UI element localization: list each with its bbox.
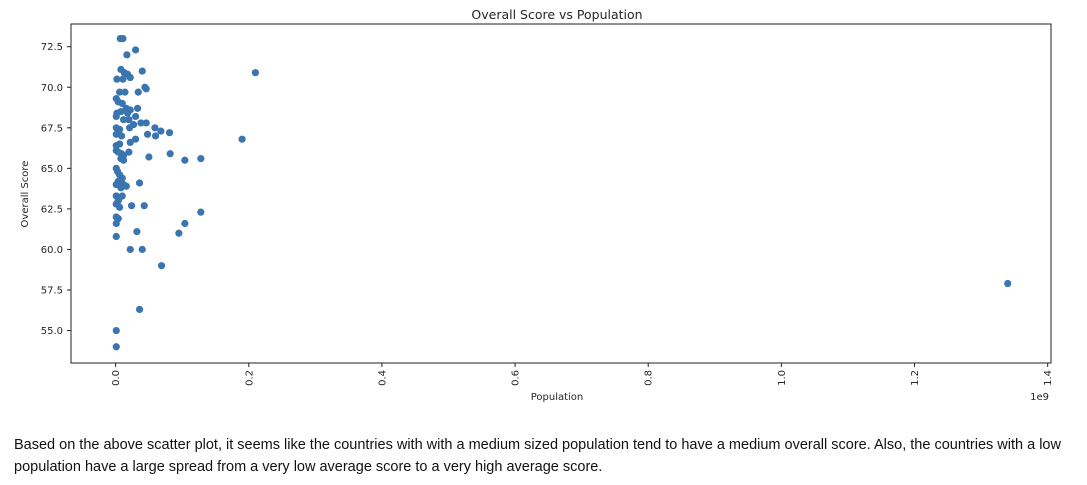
scatter-point [118, 192, 126, 200]
y-tick-label: 65.0 [41, 164, 63, 175]
scatter-point [142, 119, 150, 127]
scatter-point [121, 88, 129, 96]
scatter-point [123, 109, 132, 117]
scatter-point [143, 130, 152, 138]
x-tick-label: 0.8 [644, 370, 655, 386]
scatter-point [135, 305, 144, 314]
scatter-point [119, 34, 127, 43]
scatter-point [127, 202, 136, 210]
y-tick-label: 67.5 [41, 123, 63, 134]
scatter-point [119, 116, 128, 124]
x-tick-label: 1.4 [1043, 370, 1054, 386]
y-tick-label: 62.5 [41, 204, 63, 215]
scatter-point [131, 135, 140, 143]
x-tick-label: 0.2 [244, 370, 255, 386]
scatter-point [157, 127, 165, 135]
analysis-caption: Based on the above scatter plot, it seem… [14, 437, 1061, 475]
scatter-point [116, 88, 124, 96]
plot-frame [70, 23, 1052, 364]
y-tick-label: 60.0 [41, 245, 63, 256]
scatter-point [133, 228, 141, 236]
x-tick-label: 0.0 [111, 370, 122, 386]
scatter-point [117, 184, 125, 192]
scatter-point [125, 116, 133, 124]
scatter-point [137, 119, 145, 127]
scatter-point [175, 229, 183, 237]
scatter-points [112, 34, 1012, 351]
y-axis-label: Overall Score [20, 161, 31, 228]
scatter-point [112, 219, 120, 228]
y-tick-label: 57.5 [41, 286, 63, 297]
scatter-point [181, 219, 189, 228]
scatter-point [142, 85, 150, 93]
scatter-point [126, 73, 134, 82]
x-tick-label: 1.2 [910, 370, 921, 386]
scatter-point [197, 208, 205, 216]
scatter-point [133, 104, 142, 112]
scatter-point [151, 132, 160, 140]
scatter-point [112, 343, 120, 351]
scatter-point [123, 51, 131, 59]
scatter-point [126, 245, 134, 254]
x-tick-label: 0.6 [511, 370, 522, 386]
y-tick-label: 55.0 [41, 326, 63, 337]
chart-title: Overall Score vs Population [471, 7, 642, 22]
scatter-point [119, 75, 127, 83]
scatter-chart: Overall Score vs Population 55.0 57.5 60.0… [20, 7, 1054, 403]
scatter-point [151, 124, 159, 132]
scatter-point [140, 202, 148, 210]
scatter-point [117, 177, 125, 185]
scatter-point [125, 124, 134, 132]
scatter-point [131, 112, 140, 121]
scatter-point [131, 46, 140, 54]
scatter-point [166, 150, 174, 158]
scatter-point [117, 107, 125, 116]
scatter-point [145, 153, 153, 161]
y-axis-ticks: 55.0 57.5 60.0 62.5 65.0 67.5 70.0 72.5 [41, 42, 71, 337]
scatter-point [113, 75, 121, 83]
scatter-point [112, 232, 120, 241]
x-axis-ticks: 0.0 0.2 0.4 0.6 0.8 1.0 1.2 1.4 [111, 363, 1054, 386]
scatter-point [125, 148, 133, 156]
scatter-point [112, 326, 120, 335]
scatter-point [126, 138, 134, 147]
scatter-point [181, 156, 189, 164]
x-axis-offset-label: 1e9 [1030, 392, 1049, 403]
scatter-point [197, 155, 205, 163]
scatter-point [134, 88, 142, 96]
scatter-point [118, 99, 126, 108]
x-tick-label: 1.0 [777, 370, 788, 386]
scatter-point [116, 140, 124, 148]
scatter-point [135, 179, 144, 187]
y-tick-label: 72.5 [41, 42, 63, 53]
scatter-point [119, 156, 128, 164]
scatter-point [251, 69, 260, 77]
scatter-point [138, 245, 146, 254]
scatter-point [138, 67, 146, 75]
scatter-point [117, 132, 126, 140]
x-axis-label: Population [531, 392, 584, 403]
scatter-point [238, 135, 246, 143]
scatter-point [116, 203, 124, 211]
scatter-point [165, 129, 174, 137]
y-tick-label: 70.0 [41, 83, 63, 94]
scatter-point [1004, 279, 1012, 288]
scatter-point [112, 112, 120, 121]
scatter-point [157, 262, 166, 270]
x-tick-label: 0.4 [377, 370, 388, 386]
